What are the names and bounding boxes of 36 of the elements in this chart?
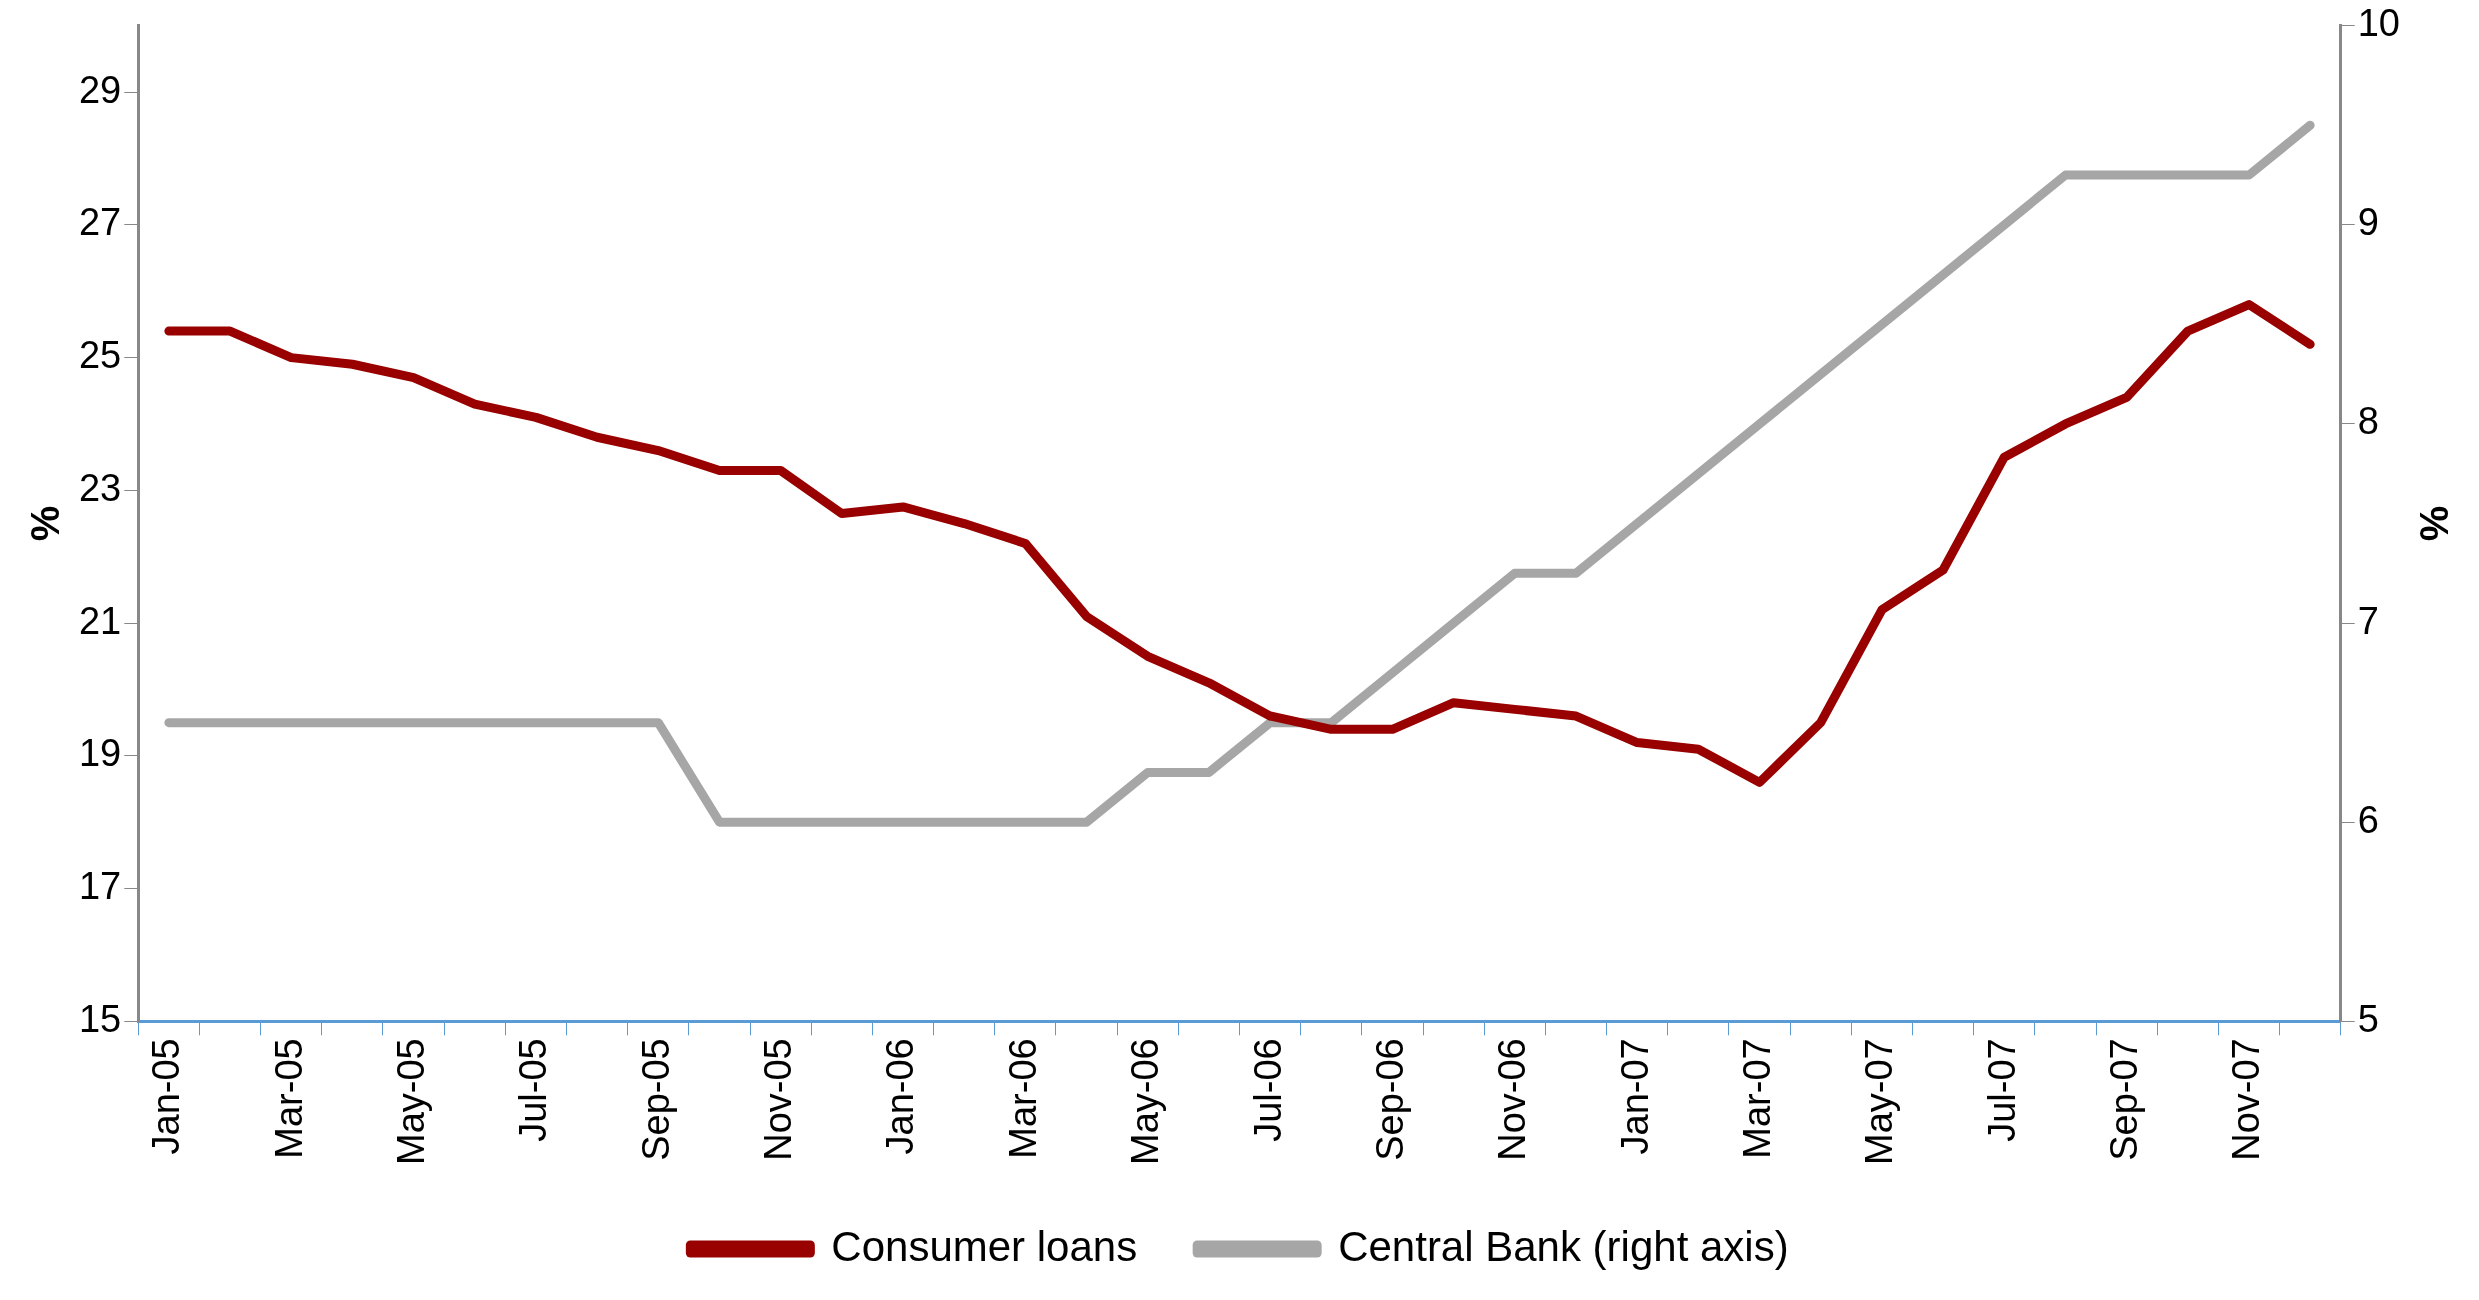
x-tick-label: Mar-05	[267, 1038, 310, 1159]
x-tick-label: May-05	[390, 1038, 433, 1166]
y-tick-label: 25	[78, 334, 122, 377]
y2-tick-label: 7	[2357, 599, 2379, 642]
x-tick-label: Jul-05	[512, 1038, 555, 1142]
x-tick-label: Jan-07	[1613, 1038, 1656, 1155]
y2-tick-label: 5	[2357, 997, 2379, 1040]
x-tick-label: Sep-07	[2103, 1038, 2146, 1161]
y-tick-label: 19	[78, 732, 122, 775]
x-tick-label: Nov-05	[757, 1038, 800, 1161]
y2-tick-label: 9	[2357, 201, 2379, 244]
x-tick-label: May-07	[1858, 1038, 1901, 1166]
x-tick-label: Mar-06	[1001, 1038, 1044, 1159]
legend-label: Consumer loans	[831, 1222, 1138, 1270]
y2-tick-label: 6	[2357, 798, 2379, 841]
y-tick-label: 15	[78, 997, 122, 1040]
x-tick-label: Nov-07	[2225, 1038, 2268, 1161]
y-tick-label: 17	[78, 865, 122, 908]
x-tick-label: Jul-06	[1246, 1038, 1289, 1142]
y-tick-label: 27	[78, 201, 122, 244]
y-tick-label: 29	[78, 68, 122, 111]
x-tick-label: Jan-05	[145, 1038, 188, 1155]
legend-label: Central Bank (right axis)	[1338, 1222, 1789, 1270]
y-axis-title: %	[23, 505, 68, 542]
x-tick-label: Jan-06	[879, 1038, 922, 1155]
y2-tick-label: 10	[2357, 2, 2401, 45]
x-tick-label: Sep-06	[1368, 1038, 1411, 1161]
x-tick-label: Jul-07	[1980, 1038, 2023, 1142]
y-tick-label: 21	[78, 599, 122, 642]
x-tick-label: May-06	[1124, 1038, 1167, 1166]
y2-tick-label: 8	[2357, 400, 2379, 443]
x-tick-label: Nov-06	[1491, 1038, 1534, 1161]
x-tick-label: Mar-07	[1736, 1038, 1779, 1159]
y-tick-label: 23	[78, 466, 122, 509]
x-tick-label: Sep-05	[634, 1038, 677, 1161]
y2-axis-title: %	[2411, 505, 2456, 542]
